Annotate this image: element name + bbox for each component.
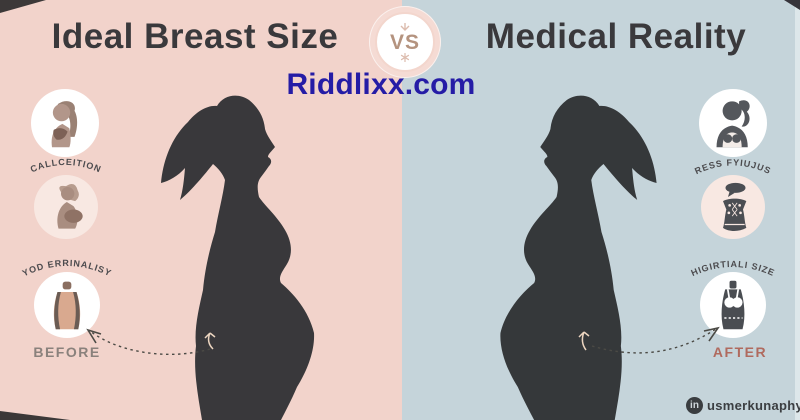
corner-artifact-top-right [784,0,800,10]
corner-artifact-top-left [0,0,46,13]
author-watermark: in usmerkunaphy [686,397,800,414]
vs-label: VS [389,30,420,54]
ponytail-woman-icon [699,89,767,157]
vs-badge: VS [369,6,441,78]
linkedin-icon: in [686,397,703,414]
bra-woman-icon [31,89,99,157]
corner-artifact-bottom-left [0,411,70,420]
site-watermark-text: Riddlixx.com [286,68,476,101]
right-edge-strip [795,0,800,420]
bra-mannequin-icon [700,272,766,338]
right-title: Medical Reality [485,17,747,56]
left-title: Ideal Breast Size [51,17,339,56]
asterisk-decor-icon [400,49,410,67]
vs-badge-inner: VS [375,12,435,72]
before-label: BEFORE [33,344,101,360]
corset-speech-icon [701,175,765,239]
author-handle: usmerkunaphy [707,398,800,413]
kneeling-woman-icon [34,175,98,239]
dress-form-icon [34,272,100,338]
pregnant-silhouette-ideal [140,84,336,420]
pregnant-silhouette-reality [478,84,678,420]
after-label: AFTER [712,344,768,360]
arrow-down-decor-icon [400,18,410,36]
